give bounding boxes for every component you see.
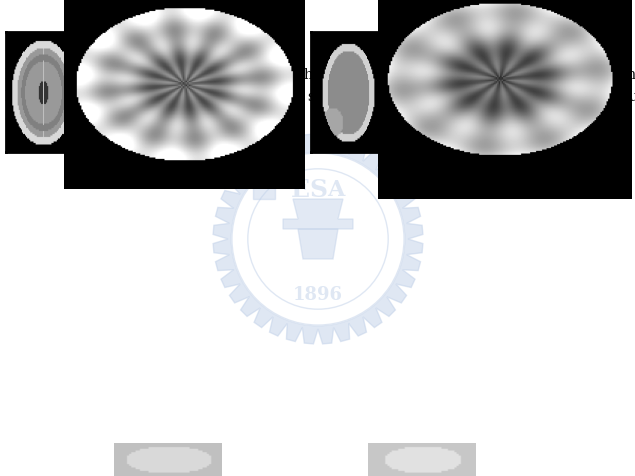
Text: Figure 1.4:  Illustration of watershed.  The gray value is transferred to height: Figure 1.4: Illustration of watershed. T… xyxy=(5,68,635,82)
Bar xyxy=(253,169,275,199)
Text: 1896: 1896 xyxy=(293,286,343,303)
Text: Left: the original image. Right: the skull stripped with pre-flooding manner. (T: Left: the original image. Right: the sku… xyxy=(5,90,635,104)
Polygon shape xyxy=(283,199,353,229)
Polygon shape xyxy=(298,229,338,259)
Text: E: E xyxy=(290,178,309,201)
Text: cited from [7].): cited from [7].) xyxy=(5,112,117,126)
Polygon shape xyxy=(213,135,423,344)
Text: S: S xyxy=(309,178,327,201)
Circle shape xyxy=(232,153,404,326)
Text: A: A xyxy=(327,178,345,200)
